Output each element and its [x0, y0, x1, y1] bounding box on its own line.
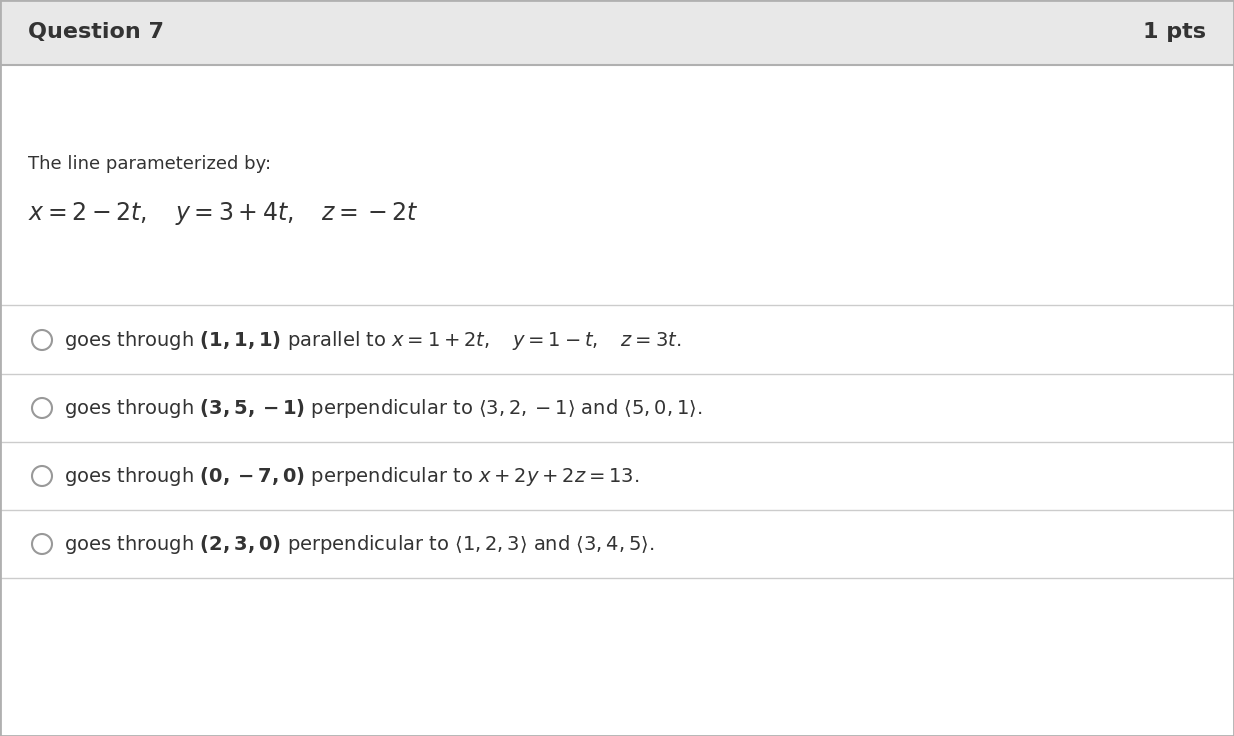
Text: goes through $\mathbf{(1,1,1)}$ parallel to $x = 1+2t, \quad y = 1-t, \quad z = : goes through $\mathbf{(1,1,1)}$ parallel…	[64, 328, 681, 352]
Text: The line parameterized by:: The line parameterized by:	[28, 155, 271, 173]
Text: goes through $\mathbf{(3,5,-1)}$ perpendicular to $\langle 3,2,-1\rangle$ and $\: goes through $\mathbf{(3,5,-1)}$ perpend…	[64, 397, 702, 420]
Text: goes through $\mathbf{(0,-7,0)}$ perpendicular to $x+2y+2z=13$.: goes through $\mathbf{(0,-7,0)}$ perpend…	[64, 464, 639, 487]
Ellipse shape	[32, 398, 52, 418]
Ellipse shape	[32, 534, 52, 554]
FancyBboxPatch shape	[0, 0, 1234, 65]
Text: 1 pts: 1 pts	[1143, 22, 1206, 43]
Ellipse shape	[32, 330, 52, 350]
Text: goes through $\mathbf{(2,3,0)}$ perpendicular to $\langle 1,2,3\rangle$ and $\la: goes through $\mathbf{(2,3,0)}$ perpendi…	[64, 533, 654, 556]
Ellipse shape	[32, 466, 52, 486]
Text: Question 7: Question 7	[28, 22, 164, 43]
Text: $x = 2-2t, \quad y = 3+4t, \quad z = -2t$: $x = 2-2t, \quad y = 3+4t, \quad z = -2t…	[28, 200, 418, 227]
